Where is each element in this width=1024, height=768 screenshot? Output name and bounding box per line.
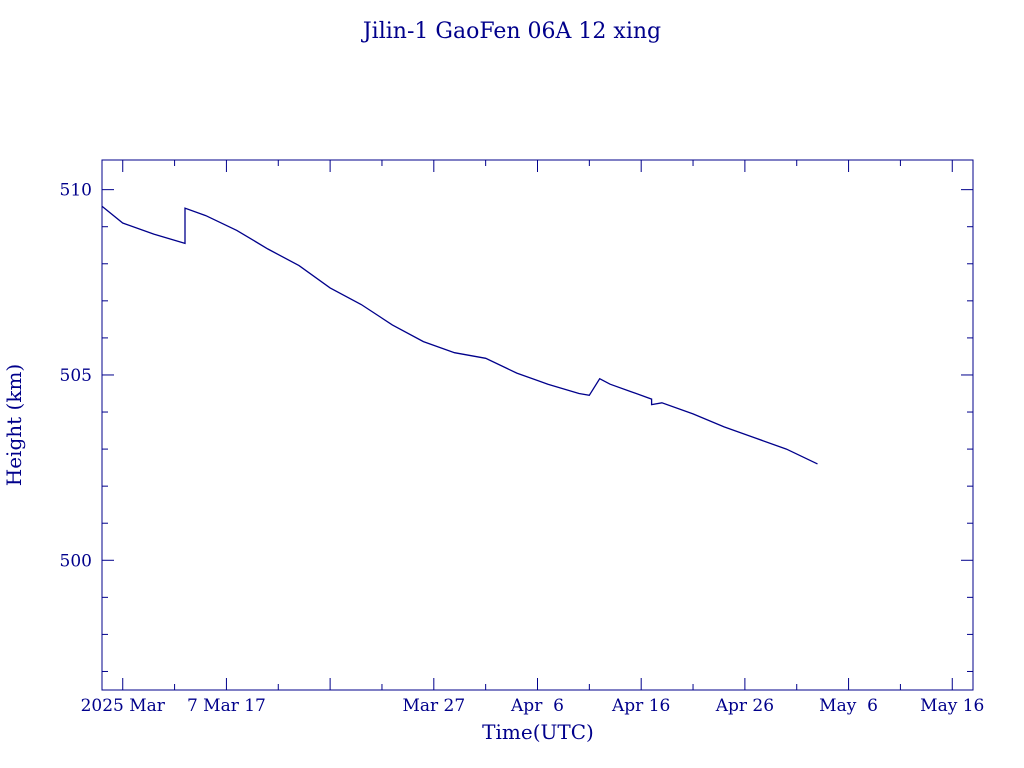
height-series-line <box>101 205 818 465</box>
plot-frame <box>101 159 974 691</box>
chart-title: Jilin-1 GaoFen 06A 12 xing <box>361 19 661 44</box>
y-axis-label: Height (km) <box>2 364 26 486</box>
x-tick-label: Apr 6 <box>510 696 564 716</box>
x-ticks: 2025 Mar 7 Mar 17 Mar 27 Apr 6 Apr 16 Apr 26 M… <box>81 160 984 716</box>
y-ticks: 500 505 510 <box>60 181 973 672</box>
x-tick-label: May 16 <box>920 696 984 716</box>
x-tick-label: Mar 27 <box>402 696 465 716</box>
x-tick-label: May 6 <box>819 696 878 716</box>
x-tick-label: Apr 26 <box>715 696 774 716</box>
x-tick-label: 7 Mar 17 <box>187 696 266 716</box>
x-tick-label: 2025 Mar <box>81 696 166 716</box>
y-tick-label: 510 <box>60 181 92 201</box>
x-axis-label: Time(UTC) <box>482 720 594 744</box>
y-tick-label: 500 <box>60 551 92 571</box>
x-tick-label: Apr 16 <box>611 696 670 716</box>
y-tick-label: 505 <box>60 366 92 386</box>
